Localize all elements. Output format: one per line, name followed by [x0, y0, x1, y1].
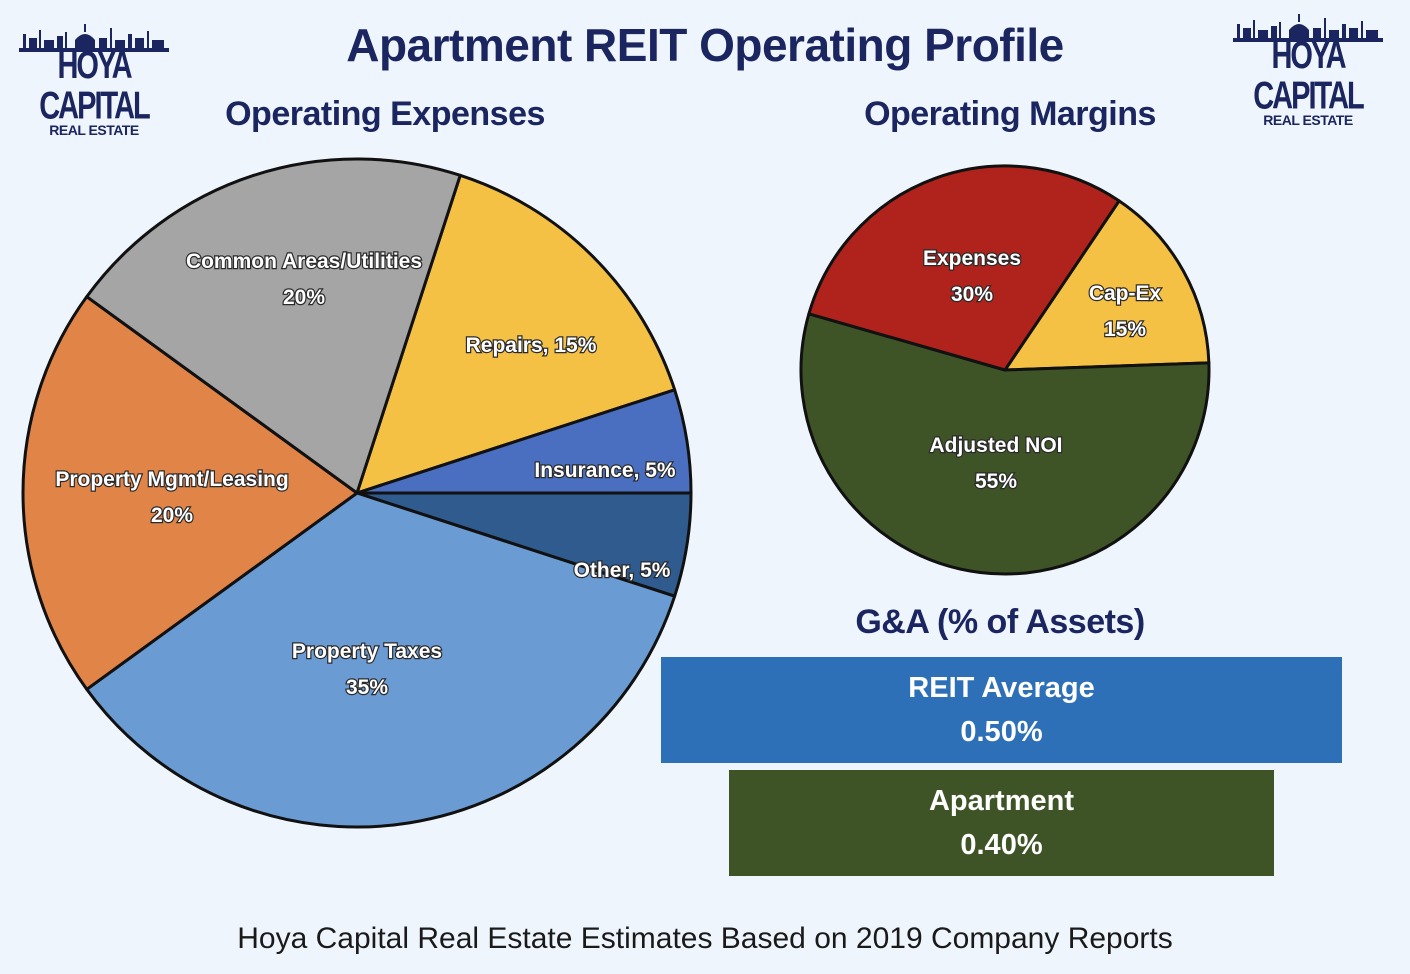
ga-bar-label: REIT Average [908, 672, 1095, 704]
pie-slice-common-areas-utilities [85, 157, 462, 495]
pie-label-other: Other, 5% [574, 559, 671, 582]
ga-bar-reit-average: REIT Average 0.50% [661, 657, 1342, 763]
logo-text-main: HOYA CAPITAL [39, 44, 151, 128]
page-title: Apartment REIT Operating Profile [346, 19, 1064, 71]
pie-slice-expenses [807, 164, 1121, 372]
pie-slice-repairs [355, 173, 677, 495]
pie-slice-property-taxes [85, 491, 677, 829]
ga-bar-label: Apartment [928, 785, 1074, 817]
pie-slice-cap-ex [1003, 199, 1211, 372]
operating-expenses-pie: Repairs, 15% Insurance, 5% Other, 5% Proper… [21, 157, 693, 829]
hoya-capital-logo: HOYA CAPITAL REAL ESTATE [1228, 12, 1388, 128]
skyline-icon [19, 24, 169, 52]
skyline-icon [1233, 14, 1383, 42]
logo-text-main: HOYA CAPITAL [1253, 34, 1365, 118]
pie-label-insurance: Insurance, 5% [534, 459, 676, 482]
ga-bar-value: 0.50% [960, 716, 1043, 748]
pie-label-property-mgmt-leasing: Property Mgmt/Leasing 20% [55, 468, 288, 527]
operating-margins-title: Operating Margins [864, 95, 1156, 133]
pie-label-expenses: Expenses 30% [923, 247, 1021, 306]
ga-bar-value: 0.40% [960, 829, 1043, 861]
operating-expenses-title: Operating Expenses [225, 95, 545, 133]
pie-label-adjusted-noi: Adjusted NOI 55% [929, 434, 1062, 493]
logo-text-sub: REAL ESTATE [1263, 112, 1353, 128]
pie-label-repairs: Repairs, 15% [466, 334, 597, 357]
operating-margins-pie: Cap-Ex 15% Adjusted NOI 55% Expenses 30% [799, 164, 1211, 576]
pie-label-cap-ex: Cap-Ex 15% [1089, 282, 1162, 341]
pie-slice-adjusted-noi [799, 312, 1211, 576]
ga-title: G&A (% of Assets) [855, 603, 1145, 641]
pie-label-common-areas-utilities: Common Areas/Utilities 20% [186, 250, 422, 309]
footer-source: Hoya Capital Real Estate Estimates Based… [237, 922, 1173, 955]
pie-slice-property-mgmt-leasing [21, 295, 359, 691]
ga-bar-apartment: Apartment 0.40% [729, 770, 1274, 876]
logo-text-sub: REAL ESTATE [49, 122, 139, 138]
hoya-capital-logo: HOYA CAPITAL REAL ESTATE [14, 22, 174, 138]
pie-label-property-taxes: Property Taxes 35% [292, 640, 442, 699]
